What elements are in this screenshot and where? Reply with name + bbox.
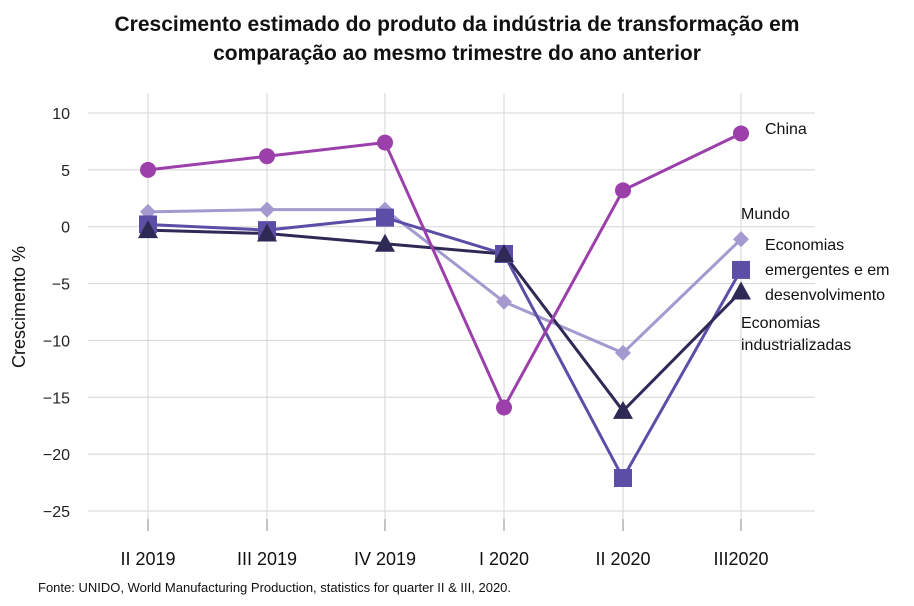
y-tick-label: 10: [52, 106, 70, 123]
x-axis-ticks: II 2019 III 2019 IV 2019 I 2020 II 2020 III20…: [120, 549, 768, 569]
data-point-triangle: [138, 220, 158, 239]
data-point-circle: [615, 182, 631, 199]
data-point-diamond: [259, 201, 275, 218]
source-note: Fonte: UNIDO, World Manufacturing Produc…: [38, 580, 512, 595]
x-tick-label: III 2019: [237, 549, 297, 569]
series-line-2: [147, 216, 743, 482]
legend-label: Economias: [765, 237, 844, 254]
gridlines: [88, 93, 815, 531]
data-point-square: [376, 208, 394, 227]
y-tick-label: −15: [43, 390, 70, 407]
data-point-square: [732, 260, 750, 279]
legend-label: desenvolvimento: [765, 287, 885, 304]
data-point-triangle: [613, 400, 633, 419]
y-tick-label: −25: [43, 504, 70, 521]
x-tick-label: II 2020: [595, 549, 650, 569]
y-tick-label: −20: [43, 447, 70, 464]
data-point-triangle: [494, 244, 514, 263]
data-point-circle: [377, 134, 393, 151]
data-point-circle: [496, 399, 512, 416]
x-tick-label: I 2020: [479, 549, 529, 569]
series-line-1: [147, 208, 743, 355]
legend-label: Mundo: [741, 206, 790, 223]
x-tick-label: II 2019: [120, 549, 175, 569]
x-tick-label: IV 2019: [354, 549, 416, 569]
legend-label: emergentes e em: [765, 262, 890, 279]
data-point-circle: [259, 148, 275, 165]
data-point-square: [614, 469, 632, 488]
data-point-circle: [140, 161, 156, 178]
y-axis-label: Crescimento %: [9, 246, 29, 368]
legend-label: China: [765, 121, 807, 138]
chart-title-line-1: Crescimento estimado do produto da indús…: [114, 13, 800, 36]
series-markers: [138, 125, 751, 488]
chart-title: Crescimento estimado do produto da indús…: [0, 10, 914, 68]
data-point-triangle: [257, 223, 277, 242]
legend-label: Economias: [741, 315, 820, 332]
y-tick-label: −5: [52, 277, 70, 294]
data-point-triangle: [375, 233, 395, 252]
y-axis-ticks: 10 5 0 −5 −10 −15 −20 −25: [43, 106, 70, 521]
series-line-3: [147, 228, 743, 414]
legend-label: industrializadas: [741, 337, 851, 354]
y-tick-label: 0: [61, 220, 70, 237]
data-point-diamond: [615, 344, 631, 361]
x-tick-label: III2020: [713, 549, 768, 569]
data-point-diamond: [496, 293, 512, 310]
y-tick-label: 5: [61, 163, 70, 180]
data-point-triangle: [731, 281, 751, 300]
chart-title-line-2: comparação ao mesmo trimestre do ano ant…: [213, 42, 701, 65]
data-point-diamond: [733, 231, 749, 248]
data-point-circle: [733, 125, 749, 142]
series-lines: [147, 132, 743, 482]
legend: China Mundo Economias emergentes e em desenv…: [741, 121, 890, 354]
y-tick-label: −10: [43, 333, 70, 350]
series-line-0: [147, 132, 742, 411]
